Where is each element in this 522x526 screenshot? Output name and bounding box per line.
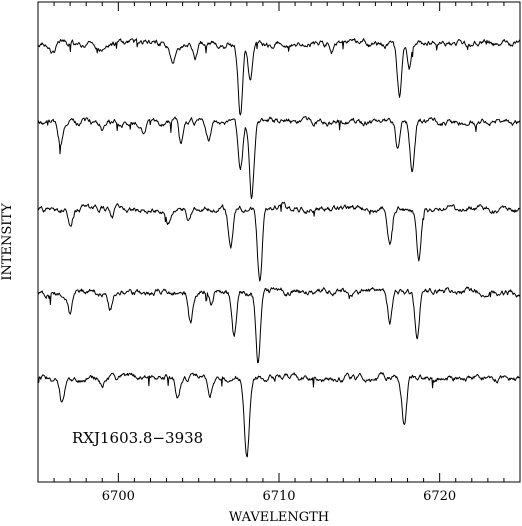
spectrum-line-5 xyxy=(37,371,521,458)
plot-frame xyxy=(37,1,521,483)
x-tick-label-6700: 6700 xyxy=(102,489,135,504)
spectrum-line-1 xyxy=(37,38,521,116)
y-axis-label: INTENSITY xyxy=(0,203,15,281)
x-tick-labels: 6700 6710 6720 xyxy=(102,489,456,504)
x-ticks xyxy=(37,2,521,482)
spectra-series xyxy=(37,38,521,458)
x-axis-label: WAVELENGTH xyxy=(229,510,329,525)
spectrum-line-3 xyxy=(37,201,521,282)
x-tick-label-6710: 6710 xyxy=(262,489,295,504)
spectrum-line-4 xyxy=(37,286,521,364)
spectrum-line-2 xyxy=(37,115,521,200)
x-tick-label-6720: 6720 xyxy=(423,489,456,504)
object-annotation: RXJ1603.8−3938 xyxy=(72,429,203,447)
